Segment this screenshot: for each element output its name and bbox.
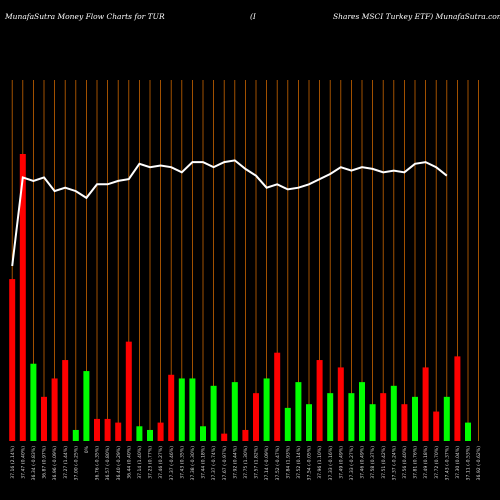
- chart-title-left: MunafaSutra Money Flow Charts for TUR: [5, 12, 165, 21]
- money-flow-bar: [178, 378, 185, 441]
- x-tick-label: 37.92 (0.44%): [232, 446, 238, 479]
- money-flow-bar: [422, 367, 429, 441]
- x-tick-label: 37.14 (1.40%): [137, 446, 143, 479]
- x-tick-label: 37.16 (2.14%): [10, 446, 16, 479]
- money-flow-bar: [253, 393, 259, 441]
- money-flow-bar: [104, 418, 111, 441]
- x-tick-label: 37.43 (0.35%): [179, 446, 185, 479]
- money-flow-bar: [19, 154, 26, 441]
- x-tick-label: 37.58 (0.37%): [370, 446, 376, 479]
- x-tick-label: 37.44 (0.18%): [201, 446, 207, 479]
- money-flow-bar: [327, 393, 334, 441]
- money-flow-bar: [306, 404, 312, 441]
- money-flow-bar: [157, 422, 164, 441]
- x-tick-label: 36.44 (0.40%): [126, 446, 132, 479]
- x-tick-label: 37.75 (1.30%): [243, 446, 249, 479]
- money-flow-bar: [51, 378, 58, 441]
- x-tick-label: 37.84 (1.93%): [285, 446, 291, 479]
- x-tick-label: 37.37 (-0.46%): [169, 446, 175, 481]
- x-tick-label: 37.52 (-0.47%): [275, 446, 281, 481]
- money-flow-bar: [115, 422, 122, 441]
- x-tick-label: 37.67 (-0.97%): [222, 446, 228, 481]
- x-tick-label: 37.11 (-0.53%): [466, 446, 472, 481]
- money-flow-bar: [465, 422, 471, 441]
- x-tick-label: 36.57 (-0.80%): [105, 446, 111, 481]
- money-flow-bar: [295, 382, 302, 441]
- money-flow-bar: [221, 433, 228, 441]
- x-tick-label: 37.52 (0.14%): [296, 446, 302, 479]
- gridlines: [11, 80, 480, 441]
- money-flow-bar: [200, 426, 206, 441]
- x-tick-label: 37.49 (0.18%): [423, 446, 429, 479]
- money-flow-bar: [454, 356, 461, 441]
- money-flow-bar: [94, 418, 100, 441]
- money-flow-bar: [433, 411, 440, 441]
- chart-title-right: Shares MSCI Turkey ETF) MunafaSutra.com: [333, 12, 500, 21]
- price-line: [11, 159, 448, 267]
- money-flow-bar: [401, 404, 408, 441]
- x-tick-label: 37.47 (0.40%): [20, 446, 26, 479]
- x-tick-label: 37.33 (-0.27%): [349, 446, 355, 481]
- x-tick-label: 37.14 (-0.09%): [264, 446, 270, 481]
- x-tick-label: 37.51 (0.42%): [381, 446, 387, 479]
- money-flow-bar: [263, 378, 270, 441]
- chart-title-middle: (I: [250, 12, 256, 21]
- x-tick-label: 37.37 (-0.24%): [391, 446, 397, 481]
- money-flow-bar: [189, 378, 196, 441]
- money-flow-bar: [412, 396, 418, 441]
- x-tick-label: 37.46 (0.27%): [158, 446, 164, 479]
- x-tick-label: 37.81 (0.76%): [413, 446, 419, 479]
- x-tick-label: 37.54 (-0.05%): [307, 446, 313, 481]
- money-flow-bar: [348, 393, 355, 441]
- money-flow-bar: [380, 393, 387, 441]
- x-tick-label: 37.46 (0.49%): [360, 446, 366, 479]
- money-flow-bar: [274, 352, 281, 441]
- x-tick-label: 37.96 (1.10%): [317, 446, 323, 479]
- money-flow-bars: [9, 154, 471, 441]
- x-tick-label: 0%: [84, 445, 90, 453]
- x-tick-label: 36.76 (-0.35%): [95, 446, 101, 481]
- money-flow-bar: [390, 385, 397, 441]
- money-flow-bar: [369, 404, 376, 441]
- x-tick-label: 37.37 (-0.74%): [211, 446, 217, 481]
- money-flow-bar: [9, 279, 16, 441]
- x-tick-label: 37.56 (0.40%): [402, 446, 408, 479]
- x-axis-tick-labels: 37.16 (2.14%) 37.47 (0.40%) 36.34 (-0.83%)…: [10, 445, 482, 480]
- x-tick-label: 36.40 (-0.29%): [116, 446, 122, 481]
- money-flow-bar: [30, 363, 37, 441]
- x-tick-label: 37.27 (1.44%): [63, 446, 69, 479]
- x-tick-label: 36.34 (-0.83%): [31, 446, 37, 481]
- x-tick-label: 37.23 (0.77%): [148, 446, 154, 479]
- money-flow-bar: [337, 367, 344, 441]
- x-tick-label: 36.96 (-0.09%): [52, 446, 58, 481]
- price-line-layer: [11, 159, 448, 267]
- money-flow-bar: [443, 396, 450, 441]
- money-flow-bar: [242, 429, 249, 441]
- money-flow-bar: [41, 396, 47, 441]
- x-tick-label: 37.43 (-0.37%): [444, 446, 450, 481]
- x-tick-label: 37.00 (-0.25%): [73, 446, 79, 481]
- money-flow-bar: [168, 374, 175, 441]
- money-flow-bar: [72, 429, 79, 441]
- x-tick-label: 37.57 (1.82%): [254, 446, 260, 479]
- money-flow-bar: [125, 341, 132, 441]
- money-flow-bar: [210, 385, 217, 441]
- x-tick-label: 37.49 (0.49%): [338, 446, 344, 479]
- x-tick-label: 36.92 (-0.62%): [476, 446, 482, 481]
- x-tick-label: 37.30 (0.04%): [455, 446, 461, 479]
- money-flow-bar: [62, 360, 69, 441]
- x-tick-label: 37.72 (0.70%): [434, 446, 440, 479]
- money-flow-bar: [147, 429, 153, 441]
- money-flow-bar: [83, 371, 90, 441]
- money-flow-bar: [284, 407, 291, 441]
- money-flow-bar: [136, 426, 143, 441]
- x-tick-label: 37.33 (-0.16%): [328, 446, 334, 481]
- x-tick-label: 36.87 (0.97%): [42, 446, 48, 479]
- x-tick-label: 37.38 (-0.30%): [190, 446, 196, 481]
- money-flow-bar: [316, 360, 323, 441]
- money-flow-bar: [231, 382, 238, 441]
- money-flow-bar: [359, 382, 365, 441]
